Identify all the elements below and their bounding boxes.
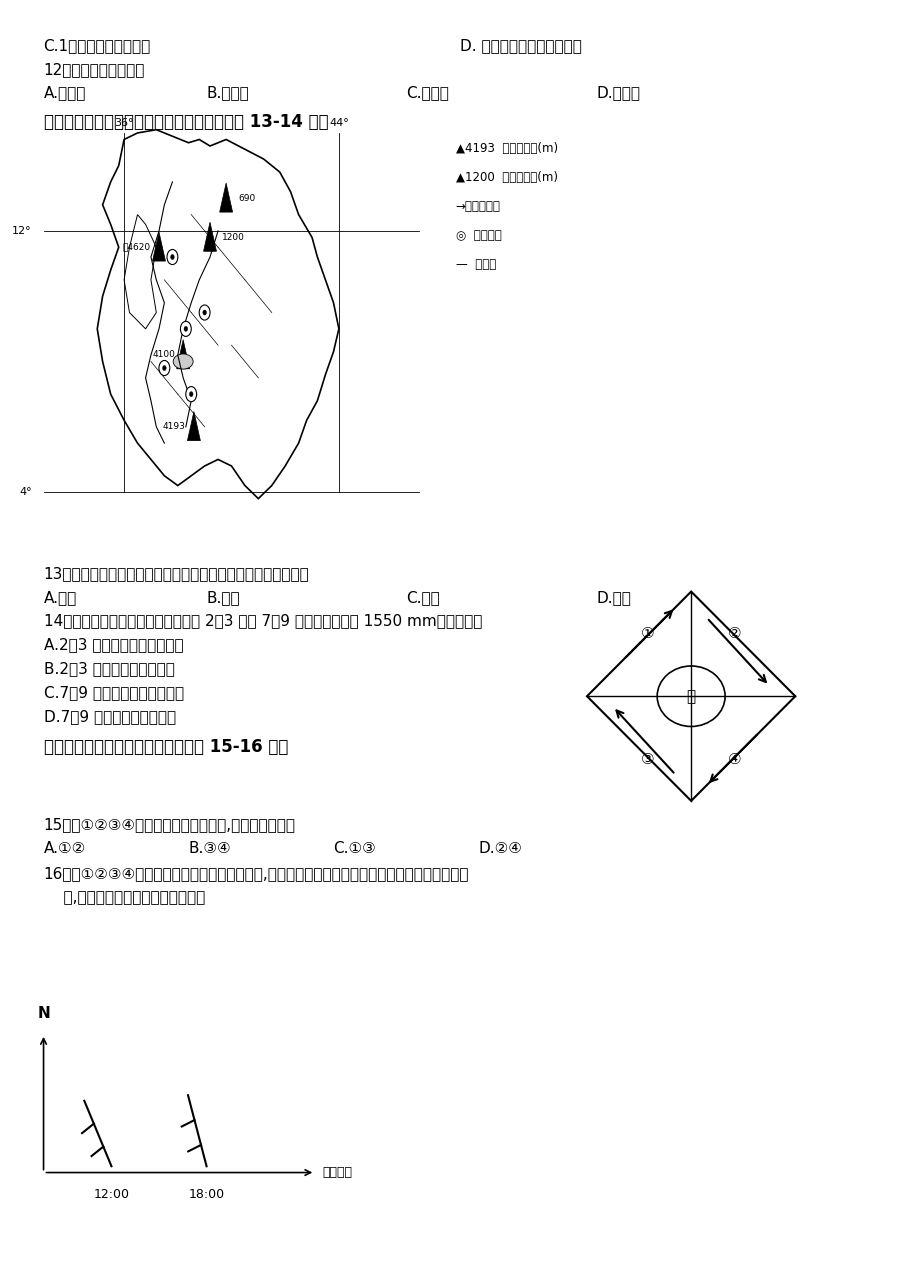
Text: C.7～9 月位于东北信风迎风坡: C.7～9 月位于东北信风迎风坡 xyxy=(43,685,184,699)
Text: →湖泊，河流: →湖泊，河流 xyxy=(455,200,500,213)
Text: ▲1200  火山及海拔(m): ▲1200 火山及海拔(m) xyxy=(455,171,557,183)
Text: 12:00: 12:00 xyxy=(94,1187,130,1200)
Text: B.西北风: B.西北风 xyxy=(207,85,249,101)
Text: ①: ① xyxy=(641,626,653,641)
Circle shape xyxy=(184,326,187,331)
Text: 甲: 甲 xyxy=(686,689,695,703)
Text: 12°: 12° xyxy=(12,225,32,236)
Text: 16．若①②③④为钓鱼岛周边海域气旋移动路径,下图示意钓鱼岛受某气旋活动影响下的风向变化状: 16．若①②③④为钓鱼岛周边海域气旋移动路径,下图示意钓鱼岛受某气旋活动影响下的… xyxy=(43,866,469,882)
Text: ④: ④ xyxy=(727,752,741,767)
Text: 4100: 4100 xyxy=(153,350,175,359)
Circle shape xyxy=(167,250,177,265)
Text: D. 甲地降水季节变化小于乙: D. 甲地降水季节变化小于乙 xyxy=(460,38,582,54)
Ellipse shape xyxy=(173,354,193,369)
Text: C.东南风: C.东南风 xyxy=(405,85,448,101)
Text: B.河湖: B.河湖 xyxy=(207,590,240,605)
Text: 4193: 4193 xyxy=(163,422,186,432)
Circle shape xyxy=(159,361,170,376)
Text: C.土壤: C.土壤 xyxy=(405,590,439,605)
Text: 甲4620: 甲4620 xyxy=(123,243,151,252)
Text: ③: ③ xyxy=(641,752,653,767)
Text: 1200: 1200 xyxy=(221,233,244,242)
Text: （时间）: （时间） xyxy=(323,1166,352,1178)
Text: 44°: 44° xyxy=(329,118,348,127)
Circle shape xyxy=(180,321,191,336)
Circle shape xyxy=(202,310,206,315)
Text: —  国界线: — 国界线 xyxy=(455,257,495,270)
Polygon shape xyxy=(203,222,216,251)
Text: ◎  主要城市: ◎ 主要城市 xyxy=(455,229,501,242)
Polygon shape xyxy=(153,232,165,261)
Text: 690: 690 xyxy=(238,194,255,203)
Polygon shape xyxy=(176,340,189,369)
Text: 右图中甲示意我国钓鱼岛。读图完成 15-16 题。: 右图中甲示意我国钓鱼岛。读图完成 15-16 题。 xyxy=(43,738,288,755)
Text: N: N xyxy=(37,1006,50,1022)
Text: D.7～9 月位于西南风迎风坡: D.7～9 月位于西南风迎风坡 xyxy=(43,708,176,724)
Circle shape xyxy=(189,391,193,396)
Text: A.地形: A.地形 xyxy=(43,590,76,605)
Polygon shape xyxy=(220,183,233,211)
Text: 12．乙地冬季盛行风是: 12．乙地冬季盛行风是 xyxy=(43,62,145,78)
Text: 15．若①②③④为钓鱼岛周边海域气流,则较为湿润的是: 15．若①②③④为钓鱼岛周边海域气流,则较为湿润的是 xyxy=(43,817,295,832)
Text: 36°: 36° xyxy=(114,118,133,127)
Circle shape xyxy=(170,255,174,260)
Circle shape xyxy=(186,386,197,401)
Text: B.2～3 月受赤道低压的控制: B.2～3 月受赤道低压的控制 xyxy=(43,661,175,676)
Text: A.①②: A.①② xyxy=(43,841,85,856)
Text: A.2～3 月位于东南信风迎风坡: A.2～3 月位于东南信风迎风坡 xyxy=(43,637,183,652)
Circle shape xyxy=(163,366,166,371)
Text: A.西南风: A.西南风 xyxy=(43,85,85,101)
Text: ②: ② xyxy=(727,626,741,641)
Text: 13．该国主要城市多分布于中部地区，其主要的自然影响因素是: 13．该国主要城市多分布于中部地区，其主要的自然影响因素是 xyxy=(43,567,309,581)
Text: B.③④: B.③④ xyxy=(188,841,231,856)
Circle shape xyxy=(199,304,210,320)
Text: 4°: 4° xyxy=(19,487,32,497)
Text: 况,则该气旋移动路径对应上图中的: 况,则该气旋移动路径对应上图中的 xyxy=(43,891,205,906)
Polygon shape xyxy=(187,412,200,441)
Text: 18:00: 18:00 xyxy=(188,1187,224,1200)
Text: 14．图示甲地区有两个雨季，分别是 2～3 月和 7～9 月，年平均降雨 1550 mm。其原因是: 14．图示甲地区有两个雨季，分别是 2～3 月和 7～9 月，年平均降雨 155… xyxy=(43,613,482,628)
Text: 读某内陆国主要城市及河流分布示意图，完成 13-14 题。: 读某内陆国主要城市及河流分布示意图，完成 13-14 题。 xyxy=(43,113,328,131)
Text: ▲4193  山峰及海拔(m): ▲4193 山峰及海拔(m) xyxy=(455,141,557,154)
Text: C.1月降水量为南少北多: C.1月降水量为南少北多 xyxy=(43,38,151,54)
Text: D.矿产: D.矿产 xyxy=(596,590,630,605)
Text: D.②④: D.②④ xyxy=(478,841,522,856)
Text: D.东北风: D.东北风 xyxy=(596,85,640,101)
Text: C.①③: C.①③ xyxy=(333,841,376,856)
